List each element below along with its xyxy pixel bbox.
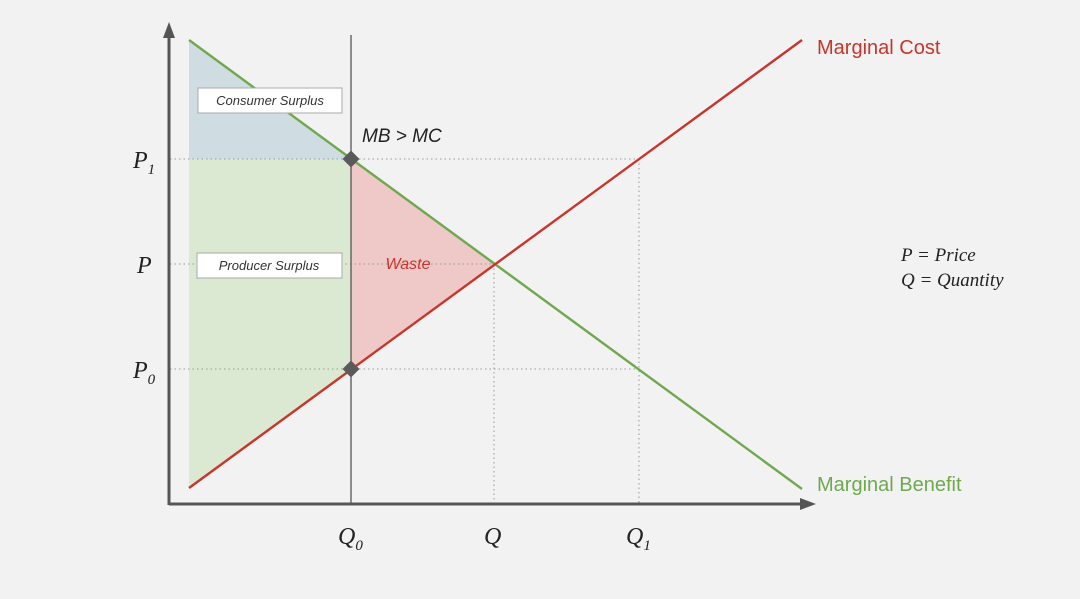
x-tick-q: Q	[484, 524, 501, 550]
y-tick-p0-sub: 0	[148, 372, 156, 388]
consumer-surplus-box	[197, 87, 343, 114]
y-tick-p-base: P	[136, 253, 152, 279]
y-tick-p0: P0	[132, 358, 156, 388]
mc-marker	[342, 360, 360, 378]
marginal-benefit-label: Marginal Benefit	[817, 474, 962, 496]
marginal-cost-curve	[188, 39, 803, 489]
y-tick-p0-base: P	[132, 358, 148, 384]
y-tick-p1: P1	[132, 148, 155, 178]
producer-surplus-area	[189, 159, 351, 488]
x-tick-q0: Q0	[338, 524, 363, 554]
producer-surplus-box	[196, 252, 343, 279]
x-tick-q0-sub: 0	[355, 538, 363, 554]
consumer-surplus-label: Consumer Surplus	[216, 93, 324, 108]
producer-surplus-label: Producer Surplus	[219, 258, 320, 273]
y-axis-arrow	[163, 22, 175, 38]
legend-quantity: Q = Quantity	[901, 270, 1004, 291]
mb-marker	[342, 150, 360, 168]
x-axis-arrow	[800, 498, 816, 510]
x-tick-q0-base: Q	[338, 524, 355, 550]
mb-gt-mc-label: MB > MC	[362, 126, 442, 147]
waste-label: Waste	[385, 256, 430, 273]
y-tick-p: P	[136, 253, 152, 279]
y-tick-p1-sub: 1	[148, 162, 156, 178]
legend-price: P = Price	[900, 245, 976, 266]
x-tick-q1-base: Q	[626, 524, 643, 550]
x-tick-q1: Q1	[626, 524, 651, 554]
x-tick-q1-sub: 1	[643, 538, 651, 554]
x-tick-q-base: Q	[484, 524, 501, 550]
y-tick-p1-base: P	[132, 148, 148, 174]
marginal-cost-label: Marginal Cost	[817, 37, 941, 59]
